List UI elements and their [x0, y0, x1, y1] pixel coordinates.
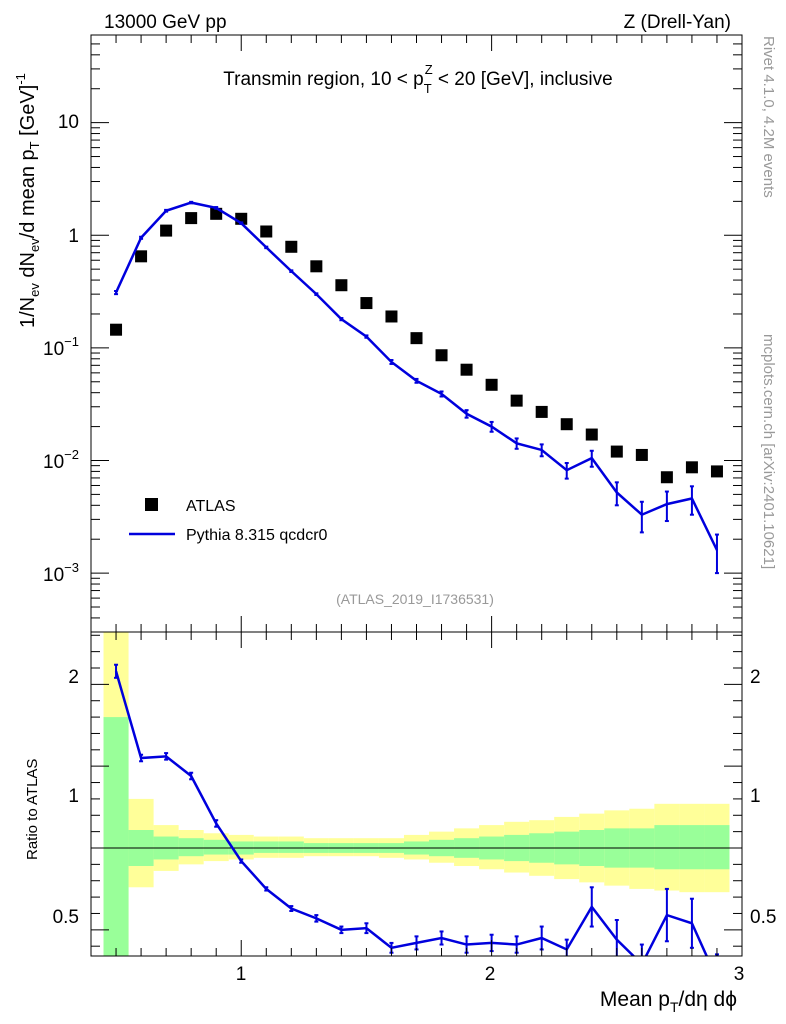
analysis-label: (ATLAS_2019_I1736531) — [336, 591, 494, 607]
side-label-top: Rivet 4.1.0, 4.2M events — [760, 36, 777, 198]
atlas-point-16 — [510, 394, 523, 407]
atlas-point-14 — [460, 363, 473, 376]
ratio-band-green-6 — [253, 841, 279, 853]
ratio-ytick-label-0.5-left: 0.5 — [53, 907, 79, 928]
title-sup: Z — [425, 62, 433, 77]
atlas-point-9 — [335, 279, 348, 292]
title-post: < 20 [GeV], inclusive — [433, 69, 613, 90]
header-left-label: 13000 GeV pp — [104, 12, 227, 33]
ytick-label-0.1: 10−1 — [43, 334, 79, 360]
main-plot-area — [110, 200, 723, 575]
side-label-bottom: mcplots.cern.ch [arXiv:2401.10621] — [760, 334, 777, 569]
ratio-band-green-3 — [178, 838, 204, 857]
ratio-ytick-label-0.5-right: 0.5 — [750, 907, 776, 928]
ratio-band-green-4 — [203, 839, 229, 855]
chart-title: Transmin region, 10 < pTZ < 20 [GeV], in… — [223, 62, 612, 96]
ytick-label-10: 10 — [58, 112, 79, 133]
atlas-point-2 — [160, 224, 173, 237]
atlas-point-11 — [385, 310, 398, 323]
ratio-frame — [90, 631, 743, 957]
ytick-label-1: 1 — [68, 226, 79, 247]
atlas-point-18 — [560, 418, 573, 431]
atlas-point-20 — [610, 445, 623, 458]
atlas-point-7 — [285, 240, 298, 253]
ratio-band-green-24 — [704, 825, 730, 870]
legend-label-pythia: Pythia 8.315 qcdcr0 — [186, 527, 328, 544]
main-axis-ticks — [91, 34, 743, 633]
ratio-band-green-22 — [654, 825, 680, 870]
legend-label-atlas: ATLAS — [186, 498, 236, 515]
atlas-point-13 — [435, 349, 448, 362]
legend: ATLAS Pythia 8.315 qcdcr0 — [129, 498, 328, 544]
y-axis-label: 1/Nev dNev/d mean pT [GeV]-1 — [13, 73, 42, 328]
atlas-point-1 — [135, 250, 148, 263]
main-panel: Transmin region, 10 < pTZ < 20 [GeV], in… — [13, 34, 743, 633]
xtick-label-2: 2 — [485, 964, 496, 985]
xtick-label-3: 3 — [734, 964, 745, 985]
ytick-label-0.001: 10−3 — [43, 560, 79, 586]
atlas-point-17 — [535, 405, 548, 418]
atlas-point-15 — [485, 378, 498, 391]
atlas-point-6 — [260, 225, 273, 238]
atlas-point-22 — [660, 471, 673, 484]
ratio-band-green-23 — [679, 825, 705, 870]
ytick-label-0.01: 10−2 — [43, 447, 79, 473]
ratio-y-axis-label: Ratio to ATLAS — [24, 759, 41, 860]
ratio-ytick-label-1-left: 1 — [68, 786, 79, 807]
atlas-point-19 — [585, 428, 598, 441]
ratio-ytick-label-2-right: 2 — [750, 667, 761, 688]
atlas-point-3 — [185, 212, 198, 225]
title-pre: Transmin region, 10 < p — [223, 69, 423, 90]
atlas-point-23 — [685, 461, 698, 474]
atlas-point-8 — [310, 260, 323, 273]
title-sub: T — [424, 81, 432, 96]
atlas-point-12 — [410, 332, 423, 345]
atlas-point-10 — [360, 297, 373, 310]
ratio-axis-ticks — [91, 632, 743, 956]
xtick-label-1: 1 — [236, 964, 247, 985]
ratio-panel: 2 1 0.5 2 1 0.5 Ratio to ATLAS 1 2 3 Mea… — [24, 631, 776, 1015]
x-axis-label: Mean pT/dη dϕ — [600, 988, 737, 1015]
ratio-plot-area — [91, 632, 742, 956]
header-right-label: Z (Drell-Yan) — [624, 12, 731, 33]
atlas-point-0 — [110, 323, 123, 336]
legend-marker-atlas — [145, 498, 158, 511]
ratio-band-green-0 — [103, 717, 129, 956]
ratio-ytick-label-2-left: 2 — [68, 667, 79, 688]
atlas-point-24 — [710, 465, 723, 478]
ratio-band-green-7 — [278, 841, 304, 853]
ratio-ytick-label-1-right: 1 — [750, 786, 761, 807]
atlas-point-21 — [635, 448, 648, 461]
